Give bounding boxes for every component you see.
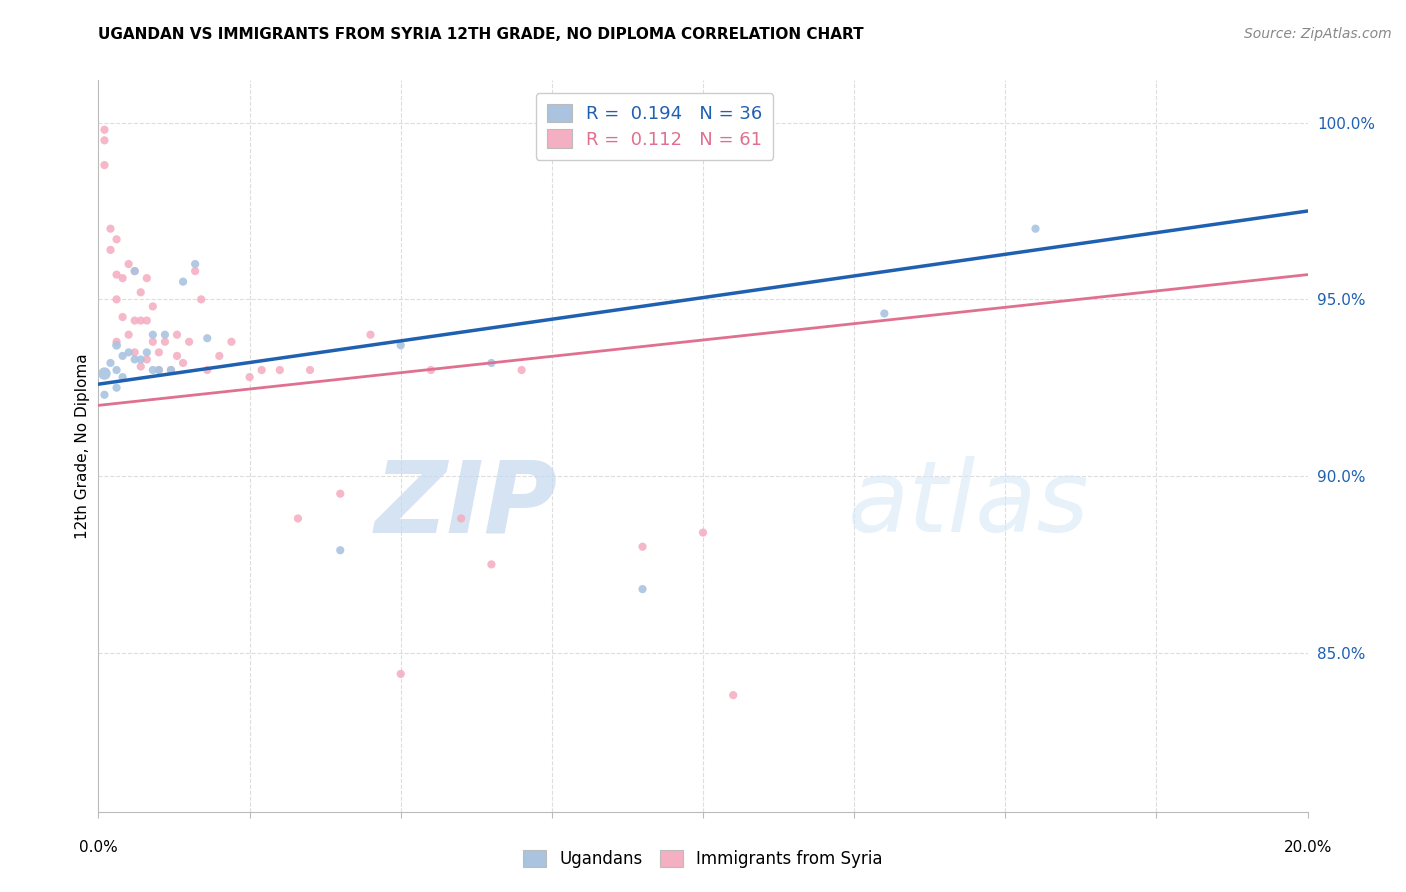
Point xyxy=(172,275,194,289)
Point xyxy=(105,334,128,349)
Point xyxy=(299,363,322,377)
Point xyxy=(142,327,165,342)
Point xyxy=(184,257,207,271)
Point xyxy=(1024,221,1046,235)
Point xyxy=(135,313,157,327)
Point xyxy=(124,345,146,359)
Point xyxy=(208,349,231,363)
Point xyxy=(124,264,146,278)
Point xyxy=(111,370,134,384)
Point xyxy=(329,486,352,500)
Point xyxy=(124,313,146,327)
Point xyxy=(100,356,122,370)
Point xyxy=(142,363,165,377)
Point xyxy=(100,243,122,257)
Point xyxy=(389,338,412,352)
Point xyxy=(329,543,352,558)
Text: Source: ZipAtlas.com: Source: ZipAtlas.com xyxy=(1244,27,1392,41)
Point xyxy=(450,511,472,525)
Point xyxy=(160,363,183,377)
Point xyxy=(135,345,157,359)
Point xyxy=(118,327,141,342)
Point xyxy=(420,363,443,377)
Point xyxy=(142,334,165,349)
Point xyxy=(166,349,188,363)
Point xyxy=(135,352,157,367)
Point xyxy=(250,363,273,377)
Point xyxy=(105,232,128,246)
Point xyxy=(111,349,134,363)
Point xyxy=(129,352,152,367)
Point xyxy=(723,688,745,702)
Point xyxy=(105,381,128,395)
Text: UGANDAN VS IMMIGRANTS FROM SYRIA 12TH GRADE, NO DIPLOMA CORRELATION CHART: UGANDAN VS IMMIGRANTS FROM SYRIA 12TH GR… xyxy=(98,27,865,42)
Point xyxy=(124,352,146,367)
Point xyxy=(631,540,654,554)
Point xyxy=(111,271,134,285)
Point xyxy=(93,158,115,172)
Text: atlas: atlas xyxy=(848,456,1090,553)
Point xyxy=(166,327,188,342)
Point xyxy=(481,356,503,370)
Y-axis label: 12th Grade, No Diploma: 12th Grade, No Diploma xyxy=(75,353,90,539)
Point xyxy=(631,582,654,596)
Point xyxy=(100,221,122,235)
Point xyxy=(195,363,218,377)
Point xyxy=(135,271,157,285)
Point xyxy=(111,310,134,324)
Point xyxy=(93,133,115,147)
Legend: Ugandans, Immigrants from Syria: Ugandans, Immigrants from Syria xyxy=(515,842,891,877)
Point xyxy=(129,313,152,327)
Point xyxy=(93,122,115,136)
Text: ZIP: ZIP xyxy=(375,456,558,553)
Text: 20.0%: 20.0% xyxy=(1284,840,1331,855)
Point xyxy=(160,363,183,377)
Point xyxy=(93,367,115,381)
Point xyxy=(118,345,141,359)
Point xyxy=(129,359,152,374)
Point xyxy=(221,334,243,349)
Point xyxy=(105,338,128,352)
Point xyxy=(153,334,176,349)
Point xyxy=(105,293,128,307)
Point xyxy=(142,300,165,314)
Point xyxy=(510,363,533,377)
Point xyxy=(148,363,170,377)
Point xyxy=(148,345,170,359)
Point xyxy=(389,667,412,681)
Point xyxy=(179,334,201,349)
Point xyxy=(360,327,382,342)
Point xyxy=(105,268,128,282)
Point xyxy=(153,327,176,342)
Point xyxy=(190,293,212,307)
Point xyxy=(148,363,170,377)
Point xyxy=(269,363,291,377)
Point xyxy=(118,257,141,271)
Point xyxy=(239,370,262,384)
Point xyxy=(129,285,152,300)
Point xyxy=(873,306,896,320)
Point xyxy=(692,525,714,540)
Point xyxy=(195,331,218,345)
Point xyxy=(481,558,503,572)
Point xyxy=(184,264,207,278)
Point xyxy=(287,511,309,525)
Point xyxy=(172,356,194,370)
Point xyxy=(105,363,128,377)
Point xyxy=(124,264,146,278)
Text: 0.0%: 0.0% xyxy=(79,840,118,855)
Point xyxy=(93,388,115,402)
